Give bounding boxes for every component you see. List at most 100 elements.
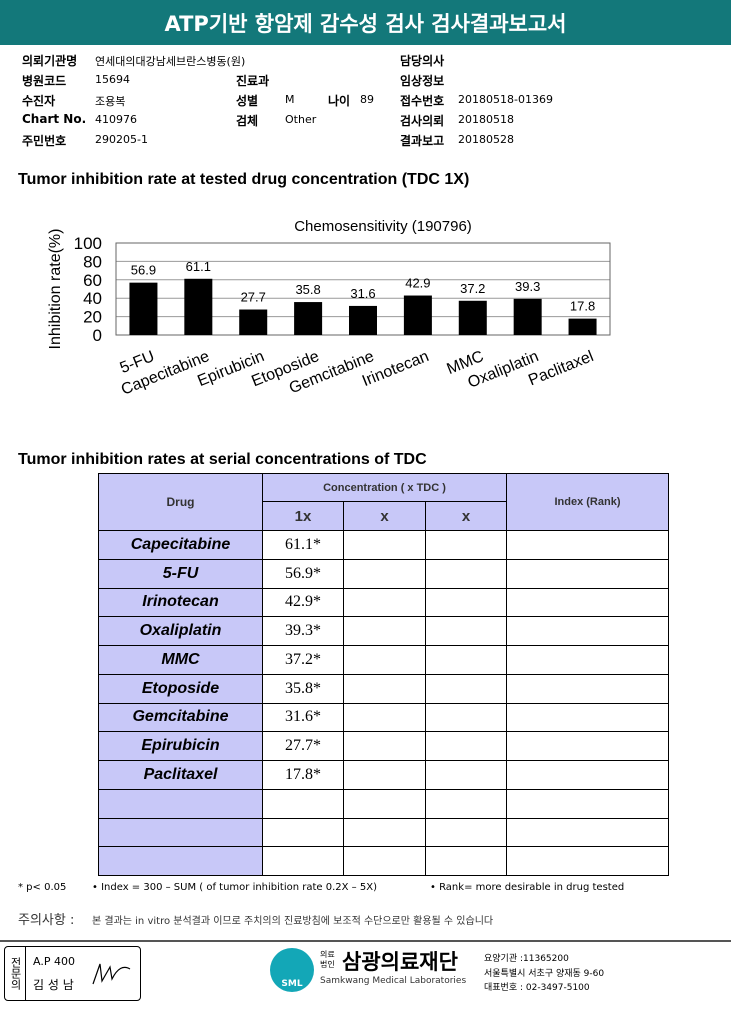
empty-cell bbox=[343, 616, 426, 646]
header-bar: ATP기반 항암제 감수성 검사 검사결과보고서 bbox=[0, 0, 731, 45]
info-label: 결과보고 bbox=[400, 134, 445, 148]
info-label: 검사의뢰 bbox=[400, 114, 445, 128]
empty-cell bbox=[425, 817, 507, 848]
drug-cell bbox=[98, 817, 263, 848]
y-tick-label: 40 bbox=[83, 289, 102, 308]
chart: Chemosensitivity (190796) Inhibition rate… bbox=[47, 218, 611, 399]
empty-cell bbox=[343, 846, 426, 876]
contact: 서울특별시 서초구 양재동 9-60 bbox=[484, 969, 605, 979]
value-cell bbox=[262, 846, 344, 876]
drug-cell: Etoposide bbox=[98, 673, 263, 704]
logo-text: SML bbox=[281, 979, 303, 989]
empty-cell bbox=[343, 587, 426, 618]
value-cell: 61.1* bbox=[262, 530, 344, 560]
specialist: 전문의 bbox=[5, 947, 26, 1000]
info-value: 20180528 bbox=[458, 133, 514, 146]
section-title: Tumor inhibition rates at serial concent… bbox=[18, 451, 427, 468]
bar bbox=[184, 278, 213, 335]
footnote: • Rank= more desirable in drug tested bbox=[430, 882, 625, 893]
data-label: 61.1 bbox=[186, 259, 211, 274]
header-cell: Concentration ( x TDC ) bbox=[262, 473, 507, 502]
data-label: 31.6 bbox=[350, 286, 375, 301]
info-label: 담당의사 bbox=[400, 54, 445, 68]
value-cell: 27.7* bbox=[262, 731, 344, 761]
info-label: 수진자 bbox=[22, 94, 56, 108]
drug-cell: MMC bbox=[98, 645, 263, 675]
title: ATP기반 항암제 감수성 검사 검사결과보고서 bbox=[164, 11, 567, 36]
contact: 요양기관 :11365200 bbox=[484, 954, 569, 964]
notice-label: 주의사항 : bbox=[18, 913, 75, 928]
info-value: 조용복 bbox=[95, 95, 126, 108]
bar bbox=[294, 302, 323, 335]
y-tick-label: 80 bbox=[83, 252, 102, 271]
empty-cell bbox=[343, 731, 426, 761]
info-value: 20180518 bbox=[458, 113, 514, 126]
empty-cell bbox=[343, 530, 426, 560]
drug-cell bbox=[98, 846, 263, 876]
empty-cell bbox=[425, 788, 507, 819]
empty-cell bbox=[343, 645, 426, 675]
header-cell: Index (Rank) bbox=[506, 473, 669, 531]
empty-cell bbox=[343, 702, 426, 733]
empty-cell bbox=[506, 702, 669, 733]
value-cell bbox=[262, 817, 344, 848]
empty-cell bbox=[425, 616, 507, 646]
name: 김 성 남 bbox=[33, 978, 74, 992]
info-label: 임상정보 bbox=[400, 74, 445, 88]
empty-cell bbox=[343, 673, 426, 704]
divider bbox=[0, 940, 731, 942]
value-cell: 42.9* bbox=[262, 587, 344, 618]
value-cell: 35.8* bbox=[262, 673, 344, 704]
empty-cell bbox=[506, 558, 669, 589]
empty-cell bbox=[506, 731, 669, 761]
value-cell: 17.8* bbox=[262, 760, 344, 790]
drug-cell: 5-FU bbox=[98, 558, 263, 589]
empty-cell bbox=[425, 702, 507, 733]
y-tick-label: 20 bbox=[83, 308, 102, 327]
empty-cell bbox=[506, 817, 669, 848]
data-label: 56.9 bbox=[131, 263, 156, 278]
data-label: 27.7 bbox=[241, 290, 266, 305]
bar bbox=[349, 305, 377, 335]
empty-cell bbox=[343, 788, 426, 819]
empty-cell bbox=[506, 673, 669, 704]
y-tick-label: 100 bbox=[74, 234, 102, 253]
value-cell: 56.9* bbox=[262, 558, 344, 589]
empty-cell bbox=[506, 587, 669, 618]
info-value: 89 bbox=[360, 93, 374, 106]
drug-cell: Capecitabine bbox=[98, 530, 263, 560]
org-english: Samkwang Medical Laboratories bbox=[320, 976, 467, 986]
signature bbox=[92, 963, 131, 985]
bar bbox=[458, 300, 487, 335]
chart-title: Chemosensitivity (190796) bbox=[294, 218, 472, 235]
info-value: 410976 bbox=[95, 113, 137, 126]
header-cell: Drug bbox=[98, 473, 263, 531]
info-label: Chart No. bbox=[22, 112, 87, 126]
info-label: 검체 bbox=[236, 114, 259, 128]
empty-cell bbox=[506, 788, 669, 819]
drug-cell: Epirubicin bbox=[98, 731, 263, 761]
y-axis-label: Inhibition rate(%) bbox=[47, 229, 64, 350]
value-cell: 31.6* bbox=[262, 702, 344, 733]
bar bbox=[239, 309, 268, 335]
section-title: Tumor inhibition rate at tested drug con… bbox=[18, 171, 470, 188]
info-label: 병원코드 bbox=[22, 74, 67, 88]
bar bbox=[403, 295, 432, 335]
empty-cell bbox=[506, 760, 669, 790]
info-label: 접수번호 bbox=[400, 94, 445, 108]
info-label: 의뢰기관명 bbox=[22, 54, 78, 68]
empty-cell bbox=[425, 645, 507, 675]
info-value: 연세대의대강남세브란스병동(원) bbox=[95, 55, 246, 68]
info-label: 성별 bbox=[236, 94, 259, 108]
empty-cell bbox=[343, 760, 426, 790]
info-value: Other bbox=[285, 113, 317, 126]
empty-cell bbox=[343, 558, 426, 589]
bar bbox=[513, 298, 542, 335]
value-cell bbox=[262, 788, 344, 819]
bar bbox=[568, 318, 597, 335]
empty-cell bbox=[506, 846, 669, 876]
empty-cell bbox=[425, 530, 507, 560]
empty-cell bbox=[425, 731, 507, 761]
contact: 대표번호 : 02-3497-5100 bbox=[484, 983, 590, 993]
